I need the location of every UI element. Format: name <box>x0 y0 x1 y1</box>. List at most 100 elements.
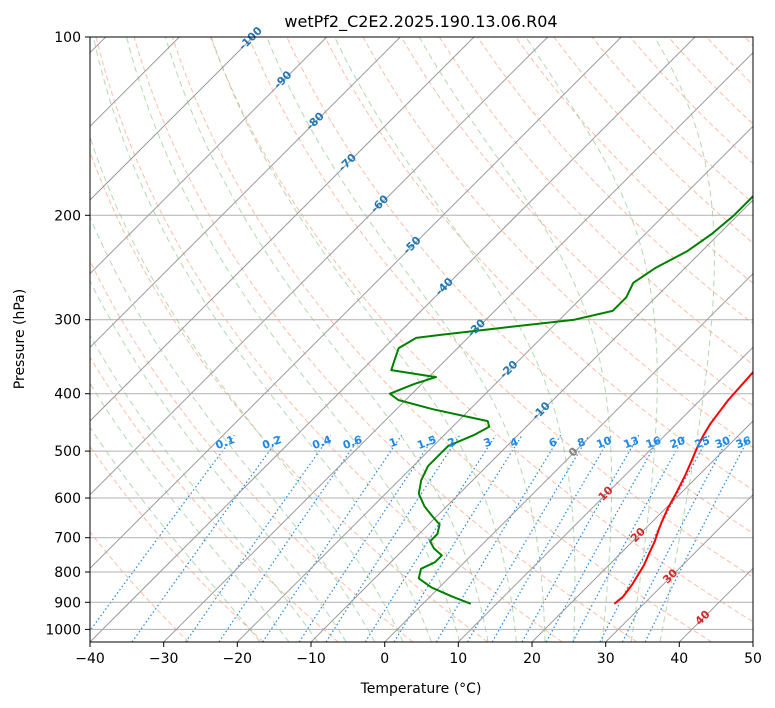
isotherm-line <box>236 125 753 642</box>
y-tick-label: 1000 <box>45 622 81 638</box>
mixing-ratio-label: 8 <box>576 435 588 450</box>
y-tick-label: 700 <box>54 531 81 547</box>
dry-adiabat <box>477 37 753 325</box>
mixing-ratio-line <box>131 434 282 642</box>
x-tick-label: 30 <box>597 651 615 667</box>
mixing-ratio-line <box>364 434 497 642</box>
y-tick-label: 400 <box>54 387 81 403</box>
isotherm-line <box>90 37 328 275</box>
x-tick-label: −20 <box>223 651 253 667</box>
mixing-ratio-line <box>393 434 523 642</box>
isotherm-line <box>90 37 254 201</box>
isotherm-line <box>605 493 753 642</box>
mixing-ratio-label: 36 <box>734 434 753 452</box>
x-tick-label: −40 <box>75 651 105 667</box>
moist-adiabat <box>654 37 715 642</box>
mixing-ratio-line <box>218 434 362 642</box>
moist-adiabats <box>90 37 715 642</box>
y-tick-label: 900 <box>54 595 81 611</box>
moist-adiabat <box>90 426 261 642</box>
mixing-ratio-label: 2 <box>446 435 458 450</box>
mixing-ratio-line <box>298 434 436 642</box>
mixing-ratio-line <box>644 434 751 642</box>
isotherm-line <box>90 37 475 422</box>
isotherm-line <box>752 641 753 642</box>
y-tick-label: 600 <box>54 491 81 507</box>
moist-adiabat <box>92 37 432 642</box>
mixing-ratio-label: 0.6 <box>341 433 364 452</box>
moist-adiabat <box>90 279 347 642</box>
dry-adiabat <box>438 37 753 365</box>
mixing-ratio-label: 4 <box>508 435 520 450</box>
dry-adiabat <box>591 37 753 204</box>
mixing-ratio-line <box>599 434 710 642</box>
plot-background <box>90 37 753 642</box>
x-axis-label: Temperature (°C) <box>360 681 482 697</box>
moist-adiabat <box>90 382 290 642</box>
mixing-ratio-lines <box>90 434 751 642</box>
mixing-ratio-line <box>325 434 461 642</box>
mixing-ratio-line <box>572 434 686 642</box>
chart-title: wetPf2_C2E2.2025.190.13.06.R04 <box>284 12 557 32</box>
mixing-ratio-label: 0.2 <box>261 433 284 452</box>
x-tick-label: 50 <box>744 651 762 667</box>
isotherm-line <box>90 37 401 349</box>
y-axis-label: Pressure (hPa) <box>12 289 28 389</box>
pressure-gridlines <box>90 37 753 630</box>
mixing-ratio-line <box>90 434 235 632</box>
plot-frame <box>89 36 754 643</box>
mixing-ratio-label: 1 <box>387 435 399 450</box>
dry-adiabat <box>133 37 638 642</box>
moist-adiabat <box>418 37 613 642</box>
mixing-ratio-label: 30 <box>713 434 732 452</box>
y-tick-label: 800 <box>54 565 81 581</box>
dry-adiabat <box>210 37 753 623</box>
x-tick-label: 20 <box>523 651 541 667</box>
isotherm-line <box>163 51 753 642</box>
x-axis: −40 −30 −20 −10 0 10 20 30 40 50 <box>75 642 762 667</box>
y-tick-label: 200 <box>54 208 81 224</box>
dry-adiabat <box>400 37 753 407</box>
y-tick-label: 500 <box>54 444 81 460</box>
mixing-ratio-label: 3 <box>482 435 494 450</box>
dry-adiabat <box>90 259 414 642</box>
y-tick-label: 100 <box>54 30 81 46</box>
x-tick-label: 10 <box>449 651 467 667</box>
y-tick-label: 300 <box>54 313 81 329</box>
mixing-ratio-label: 20 <box>668 434 687 452</box>
mixing-ratio-label: 0.1 <box>214 433 237 452</box>
mixing-ratio-label: 6 <box>547 435 559 450</box>
isotherm-line <box>90 37 696 642</box>
moist-adiabat <box>164 37 489 642</box>
dry-adiabat <box>90 356 339 642</box>
y-axis: 100 200 300 400 500 600 700 800 900 1000 <box>45 30 90 638</box>
dry-adiabat <box>248 37 753 578</box>
mixing-ratio-label: 10 <box>595 434 614 452</box>
mixing-ratio-line <box>545 434 662 642</box>
isotherm-line <box>90 37 549 496</box>
isotherm-line <box>90 37 622 570</box>
dry-adiabat <box>324 37 753 491</box>
moist-adiabat <box>90 334 319 642</box>
dry-adiabat <box>553 37 753 244</box>
dry-adiabat <box>286 37 753 534</box>
mixing-ratio-label: 1.5 <box>415 433 438 452</box>
mixing-ratio-label: 0.4 <box>310 433 333 452</box>
x-tick-label: −10 <box>296 651 326 667</box>
dry-adiabat <box>90 531 190 642</box>
sounding-lines <box>388 194 753 605</box>
x-tick-label: −30 <box>149 651 179 667</box>
moist-adiabat <box>126 37 461 642</box>
dry-adiabat <box>171 37 712 642</box>
x-tick-label: 40 <box>670 651 688 667</box>
isotherms <box>90 37 753 642</box>
mixing-ratio-label: 16 <box>644 434 663 452</box>
mixing-ratio-label: 13 <box>622 434 641 451</box>
isotherm-line <box>457 346 753 642</box>
temperature-line <box>613 370 753 605</box>
dry-adiabat <box>90 150 488 642</box>
mixing-ratio-line <box>435 434 562 642</box>
mixing-ratio-line <box>262 434 403 642</box>
mixing-ratio-label: 25 <box>693 434 712 451</box>
